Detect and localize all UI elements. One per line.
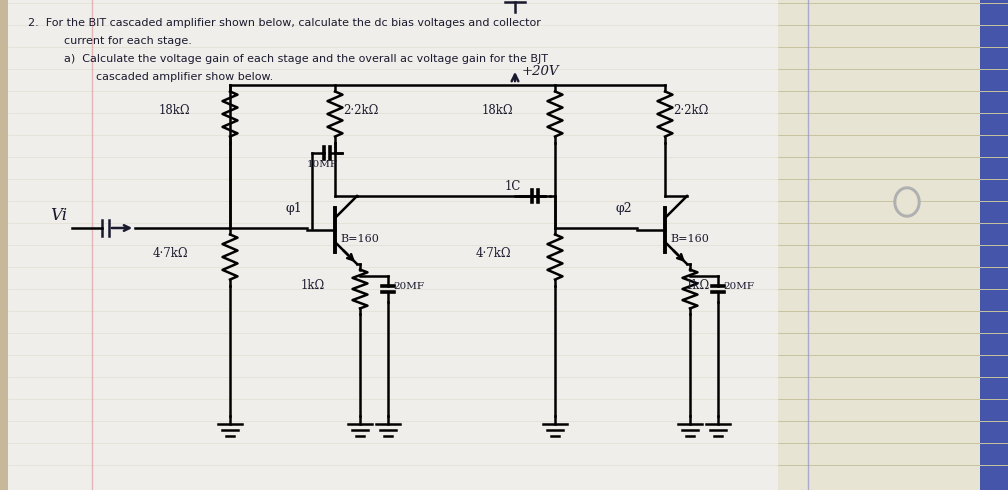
Text: 1kΩ: 1kΩ: [300, 279, 325, 292]
Text: B=160: B=160: [340, 234, 379, 244]
Text: 2·2kΩ: 2·2kΩ: [343, 104, 378, 117]
Text: +20V: +20V: [522, 65, 559, 78]
Text: 1C: 1C: [505, 180, 521, 193]
Text: 2·2kΩ: 2·2kΩ: [673, 104, 709, 117]
Text: 20MF: 20MF: [723, 282, 754, 291]
Text: cascaded amplifier show below.: cascaded amplifier show below.: [68, 72, 273, 82]
Text: 2.  For the BIT cascaded amplifier shown below, calculate the dc bias voltages a: 2. For the BIT cascaded amplifier shown …: [28, 18, 541, 28]
Text: 18kΩ: 18kΩ: [158, 104, 190, 117]
Polygon shape: [894, 187, 920, 217]
Text: 10MF: 10MF: [306, 160, 338, 169]
Text: 4·7kΩ: 4·7kΩ: [476, 247, 511, 260]
Text: φ1: φ1: [285, 202, 301, 215]
Text: φ2: φ2: [615, 202, 632, 215]
Text: current for each stage.: current for each stage.: [50, 36, 192, 46]
Text: 18kΩ: 18kΩ: [482, 104, 513, 117]
Text: Vi: Vi: [50, 207, 68, 224]
Text: 20MF: 20MF: [393, 282, 424, 291]
Polygon shape: [897, 190, 917, 214]
Text: 4·7kΩ: 4·7kΩ: [152, 247, 188, 260]
Bar: [980, 0, 1008, 490]
Bar: [778, 0, 1008, 490]
Text: a)  Calculate the voltage gain of each stage and the overall ac voltage gain for: a) Calculate the voltage gain of each st…: [50, 54, 548, 64]
Text: 1kΩ: 1kΩ: [686, 279, 711, 292]
Text: B=160: B=160: [670, 234, 709, 244]
Bar: [8, 0, 778, 490]
